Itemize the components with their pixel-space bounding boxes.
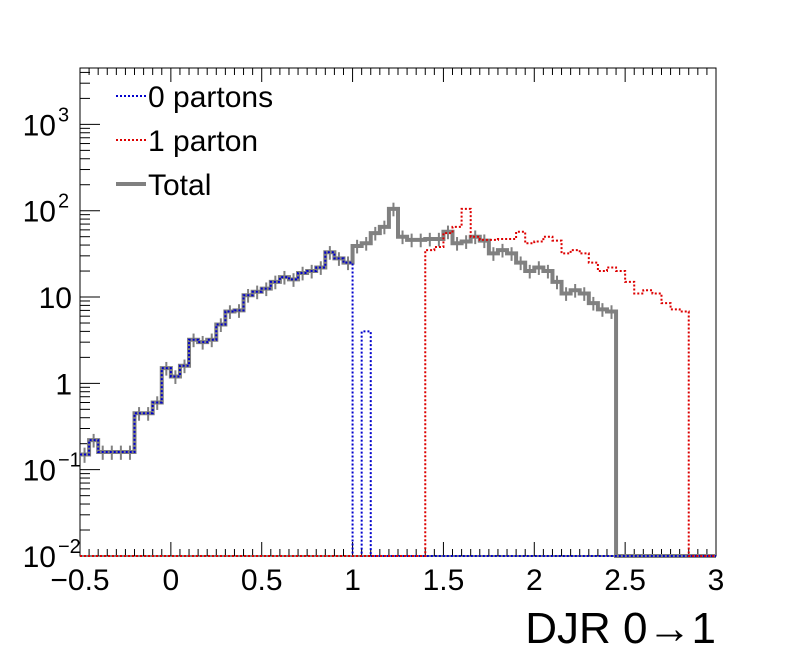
- y-tick-label: 10: [23, 109, 56, 142]
- y-tick-label: 1: [55, 368, 72, 401]
- legend: 0 partons 1 parton Total: [116, 81, 273, 202]
- y-tick-exponent: −2: [58, 536, 81, 558]
- x-tick-label: 0: [163, 564, 180, 597]
- series-line-0-partons: [80, 251, 716, 557]
- x-tick-label: 2: [526, 564, 543, 597]
- series-layer: [80, 202, 716, 558]
- legend-label: Total: [148, 169, 211, 202]
- y-tick-label: 10: [39, 282, 72, 315]
- y-tick-label: 10: [23, 196, 56, 229]
- y-tick-label: 10: [23, 541, 56, 574]
- x-tick-label: −0.5: [50, 564, 109, 597]
- x-tick-label: 0.5: [241, 564, 283, 597]
- y-tick-exponent: −1: [58, 450, 81, 472]
- legend-label: 1 parton: [148, 125, 258, 158]
- x-tick-label: 1: [344, 564, 361, 597]
- x-tick-label: 1.5: [423, 564, 465, 597]
- legend-label: 0 partons: [148, 81, 273, 114]
- series-line-1-parton: [80, 207, 716, 557]
- y-tick-label: 10: [23, 455, 56, 488]
- x-tick-label: 2.5: [604, 564, 646, 597]
- x-axis-title: DJR 0→1: [525, 604, 716, 653]
- y-tick-exponent: 2: [58, 191, 69, 213]
- y-tick-exponent: 3: [58, 104, 69, 126]
- x-tick-label: 3: [708, 564, 725, 597]
